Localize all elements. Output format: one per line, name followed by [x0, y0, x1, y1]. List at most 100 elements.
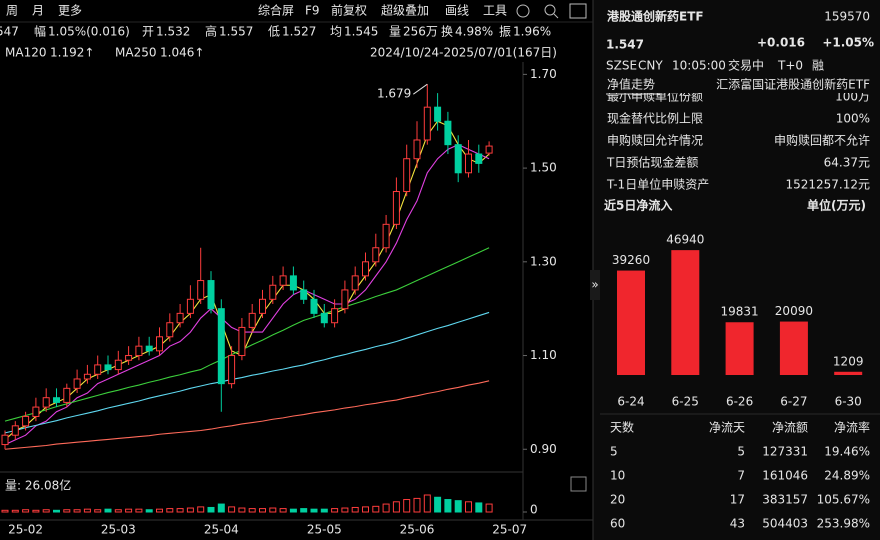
- collapse-button[interactable]: [590, 270, 600, 300]
- candle-body: [125, 355, 133, 361]
- info-value: 1521257.12元: [785, 178, 870, 192]
- candle-body: [300, 289, 308, 300]
- quote-value: 1.545: [344, 25, 378, 39]
- bar-category: 6-26: [726, 395, 753, 409]
- quote-value: 1.557: [219, 25, 253, 39]
- toolbar-button[interactable]: 超级叠加: [381, 3, 429, 18]
- quote-label: 高: [205, 24, 217, 39]
- volume-bar: [465, 501, 472, 513]
- volume-bar: [269, 507, 277, 513]
- bar-value-label: 1209: [833, 354, 864, 368]
- info-value: 100%: [836, 112, 870, 126]
- bar: [779, 321, 808, 375]
- info-label: T-1日单位申赎资产: [606, 177, 709, 192]
- candle-body: [269, 284, 277, 300]
- volume-bar: [197, 506, 205, 513]
- bar-category: 6-24: [617, 395, 644, 409]
- volume-bar: [228, 506, 236, 513]
- volume-bar: [63, 509, 71, 513]
- volume-bar: [42, 509, 50, 513]
- bar: [834, 371, 863, 375]
- volume-bar: [217, 503, 225, 513]
- table-cell: 127331: [762, 445, 808, 459]
- bar-value-label: 19831: [721, 305, 759, 319]
- candle-body: [465, 153, 472, 174]
- legend-name: MA120: [5, 46, 46, 60]
- candle-body: [341, 289, 349, 310]
- table-header: 净流天: [709, 421, 745, 435]
- candle-body: [248, 312, 256, 328]
- ma-line: [4, 311, 490, 434]
- candle-body: [135, 345, 143, 357]
- inflow-title: 近5日净流入: [604, 198, 672, 213]
- quote-meta: 10:05:00: [672, 59, 726, 73]
- info-label: 现金替代比例上限: [607, 111, 703, 126]
- toolbar-button[interactable]: 周: [6, 4, 18, 18]
- candle-body: [403, 158, 411, 193]
- volume-bar: [207, 506, 215, 513]
- toolbar-button[interactable]: 画线: [445, 4, 469, 18]
- candle-body: [145, 345, 153, 352]
- y-tick-label: 1.10: [530, 348, 557, 362]
- collapse-arrow: »: [591, 278, 598, 292]
- candle-body: [176, 312, 184, 324]
- expand-icon[interactable]: [570, 476, 587, 492]
- quote-value: 256万: [403, 25, 438, 39]
- volume-bar: [372, 505, 380, 513]
- bar: [671, 250, 700, 375]
- price-change: +0.016: [757, 36, 805, 50]
- table-cell: 253.98%: [817, 517, 870, 531]
- table-header: 天数: [610, 420, 634, 435]
- candle-body: [22, 415, 30, 427]
- candle-body: [485, 145, 493, 154]
- tab[interactable]: 汇添富国证港股通创新药ETF: [716, 77, 870, 92]
- table-cell: 20: [610, 493, 625, 507]
- toolbar-button[interactable]: 工具: [483, 4, 507, 18]
- volume-bar: [73, 509, 81, 513]
- toolbar-button[interactable]: F9: [305, 4, 320, 18]
- candle-body: [423, 106, 431, 141]
- volume-bar: [176, 508, 184, 513]
- info-value: 64.37元: [824, 156, 870, 170]
- window-icon[interactable]: [569, 3, 587, 19]
- etf-name: 港股通创新药ETF: [607, 9, 704, 24]
- volume-bar: [32, 509, 40, 513]
- volume-bar: [289, 508, 297, 513]
- volume-bar: [403, 499, 411, 513]
- candle-body: [444, 120, 452, 146]
- quote-meta: SZSE: [606, 59, 637, 73]
- legend-value: 1.192↑: [50, 46, 94, 60]
- settings-icon[interactable]: [516, 4, 530, 18]
- search-icon[interactable]: [544, 4, 556, 16]
- candle-body: [320, 312, 328, 324]
- tab[interactable]: 净值走势: [607, 77, 655, 92]
- etf-code: 159570: [824, 10, 870, 24]
- candle-body: [238, 326, 246, 357]
- candle-body: [114, 359, 122, 371]
- ma-line: [4, 144, 490, 446]
- volume-bar: [156, 508, 163, 513]
- quote-label: 换: [441, 25, 453, 39]
- candle-body: [382, 223, 390, 249]
- table-cell: 161046: [762, 469, 808, 483]
- volume-bar: [392, 501, 400, 513]
- candle-body: [351, 275, 359, 291]
- candle-body: [392, 191, 400, 225]
- toolbar-button[interactable]: 综合屏: [258, 3, 294, 18]
- volume-bar: [166, 508, 174, 513]
- bar-value-label: 20090: [775, 304, 813, 318]
- toolbar-button[interactable]: 前复权: [331, 3, 367, 18]
- volume-label: 量: 26.08亿: [5, 478, 71, 493]
- candle-body: [42, 397, 50, 408]
- info-value: 申购赎回都不允许: [774, 133, 870, 148]
- candle-body: [197, 280, 205, 300]
- quote-label: 均: [330, 25, 342, 39]
- candle-body: [94, 364, 102, 375]
- toolbar-button[interactable]: 更多: [58, 4, 82, 18]
- toolbar-button[interactable]: 月: [32, 4, 44, 18]
- candle-body: [279, 275, 287, 286]
- volume-bar: [300, 508, 308, 513]
- y-tick-label: 1.70: [530, 67, 557, 81]
- quote-value: 1.96%: [513, 25, 551, 39]
- volume-bar: [454, 500, 462, 513]
